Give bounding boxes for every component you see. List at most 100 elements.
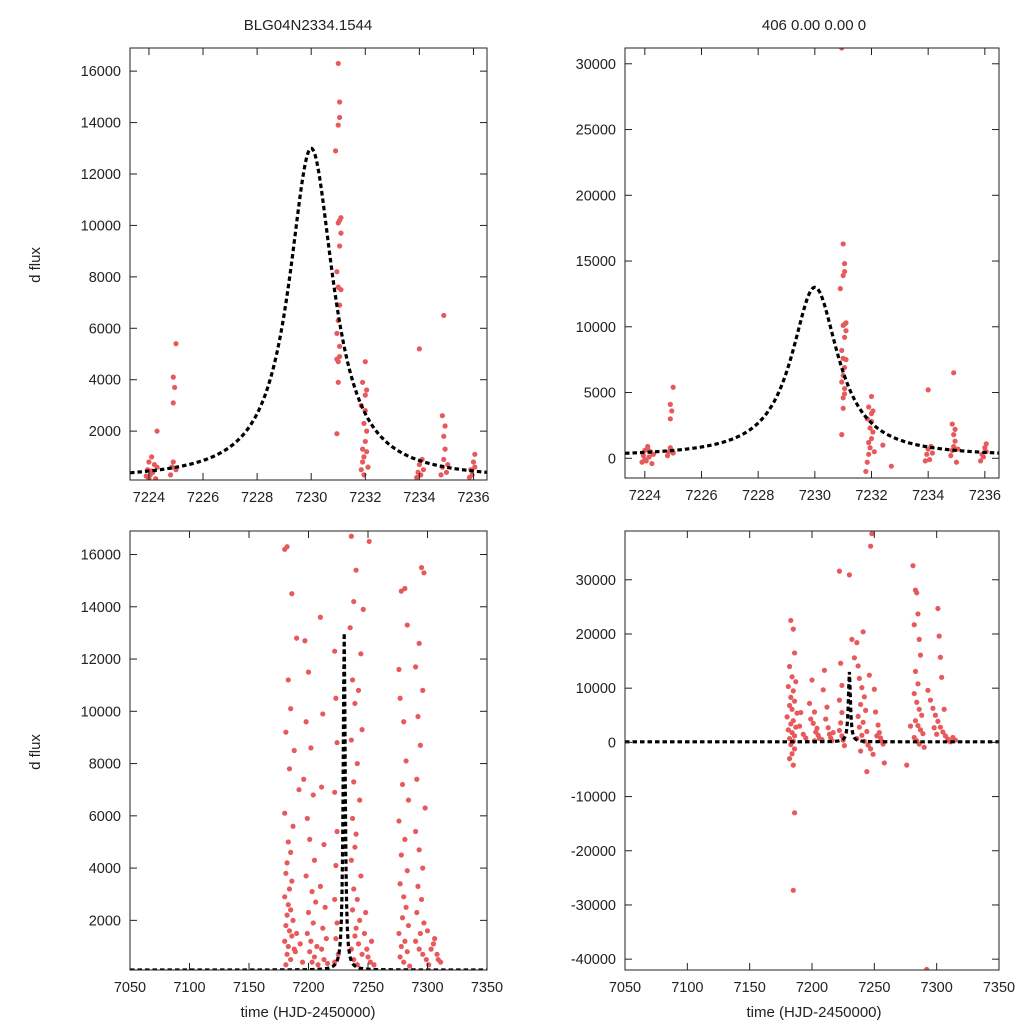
data-point: [149, 454, 155, 460]
data-point: [670, 384, 676, 390]
data-point: [925, 687, 931, 693]
data-point: [146, 459, 152, 465]
data-point: [865, 742, 871, 748]
data-point: [363, 909, 369, 916]
data-point: [173, 341, 179, 347]
data-point: [841, 391, 848, 397]
data-point: [167, 472, 174, 478]
data-point: [788, 721, 794, 727]
data-point: [870, 751, 876, 757]
y-tick-label: 8000: [89, 270, 121, 286]
data-point: [364, 946, 370, 952]
y-tick-label: 10000: [576, 681, 616, 697]
data-point: [310, 920, 316, 926]
data-point: [351, 886, 357, 892]
data-point: [284, 544, 290, 550]
x-tick-label: 7234: [912, 488, 944, 504]
data-point: [841, 261, 848, 267]
data-point: [401, 719, 407, 725]
data-point: [292, 949, 299, 955]
x-tick-label: 7200: [796, 980, 828, 996]
data-point: [932, 712, 939, 718]
data-point: [335, 379, 341, 385]
data-point: [413, 938, 419, 944]
data-point: [333, 862, 339, 869]
data-point: [309, 959, 315, 965]
data-point: [790, 887, 796, 893]
data-point: [791, 810, 798, 816]
data-point: [364, 428, 370, 434]
data-point: [401, 959, 407, 965]
data-point: [438, 472, 444, 478]
data-point: [824, 704, 830, 710]
data-point: [786, 735, 793, 742]
data-point: [357, 797, 363, 803]
data-point: [421, 570, 427, 576]
plot-frame: [129, 530, 488, 971]
data-point: [361, 420, 367, 427]
data-point: [304, 930, 310, 937]
data-point: [860, 629, 866, 635]
data-point: [921, 744, 927, 750]
data-point: [915, 681, 921, 687]
data-point: [888, 463, 894, 469]
data-point: [320, 925, 326, 931]
data-point: [470, 459, 477, 465]
data-point: [398, 588, 404, 594]
x-tick-label: 7050: [114, 980, 146, 996]
data-point: [929, 450, 936, 456]
x-tick-label: 7350: [983, 980, 1015, 996]
data-point: [317, 883, 323, 889]
data-point: [983, 441, 989, 447]
data-point: [407, 963, 413, 969]
x-tick-label: 7228: [241, 490, 273, 506]
data-point: [416, 461, 422, 468]
data-point: [353, 925, 359, 931]
data-point: [864, 459, 870, 465]
data-point: [649, 460, 655, 467]
data-point: [299, 959, 306, 965]
data-point: [935, 718, 941, 724]
data-point: [866, 404, 872, 410]
data-points: [282, 533, 444, 969]
data-point: [855, 663, 861, 669]
data-point: [790, 688, 796, 694]
y-tick-label: 30000: [576, 573, 616, 589]
data-point: [914, 590, 920, 596]
data-point: [349, 815, 356, 822]
xlabel-left: time (HJD-2450000): [240, 1004, 375, 1021]
data-point: [791, 746, 798, 752]
data-point: [359, 379, 366, 385]
data-point: [396, 818, 402, 824]
data-point: [434, 951, 440, 957]
x-tick-label: 7230: [799, 488, 831, 504]
data-point: [282, 938, 288, 944]
data-point: [302, 638, 308, 644]
y-tick-label: 8000: [89, 757, 121, 773]
data-point: [642, 456, 648, 463]
data-point: [396, 930, 402, 937]
data-point: [347, 625, 353, 631]
data-point: [416, 640, 422, 646]
data-point: [441, 312, 447, 319]
data-point: [415, 713, 421, 720]
data-point: [791, 698, 798, 704]
data-point: [840, 395, 846, 401]
y-tick-label: -30000: [571, 898, 616, 914]
data-point: [398, 852, 404, 858]
y-tick-label: 30000: [576, 57, 616, 73]
x-tick-label: 7236: [457, 490, 489, 506]
data-point: [321, 841, 327, 848]
data-point: [172, 384, 178, 391]
data-point: [911, 690, 917, 697]
data-point: [851, 655, 857, 661]
data-point: [332, 959, 338, 965]
data-point: [788, 694, 794, 700]
y-tick-label: 4000: [89, 373, 121, 389]
data-point: [937, 724, 944, 730]
data-point: [785, 683, 791, 690]
data-point: [405, 922, 412, 929]
data-point: [803, 735, 809, 741]
data-point: [332, 648, 338, 654]
